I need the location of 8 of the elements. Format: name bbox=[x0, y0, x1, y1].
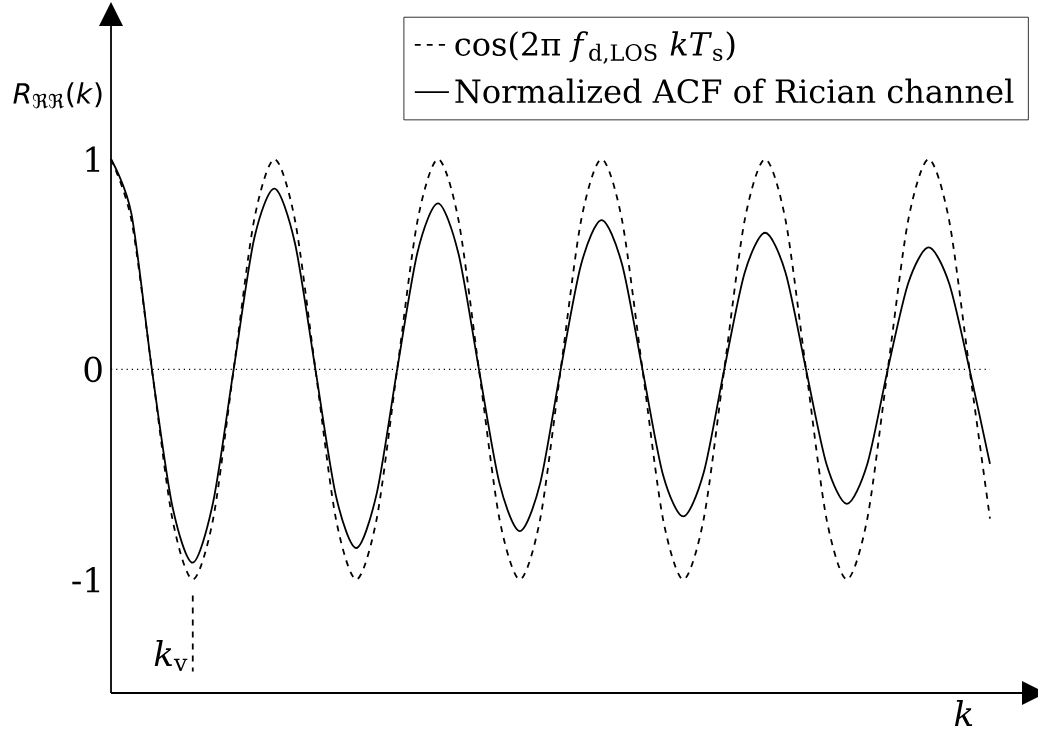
annotation: k$_{v}$ bbox=[154, 640, 188, 672]
y-tick-label: 0 bbox=[84, 356, 102, 383]
legend-label: cos(2π f$_{d,LOS}$ kT$_{s}$) bbox=[455, 31, 735, 64]
x-axis-title: k bbox=[954, 700, 973, 726]
y-tick-label: -1 bbox=[72, 566, 100, 593]
legend-label: Normalized ACF of Rician channel bbox=[455, 78, 1014, 104]
y-axis-title: R$_{ℜℜ}$(k) bbox=[13, 82, 102, 109]
y-tick-label: 1 bbox=[86, 146, 100, 172]
